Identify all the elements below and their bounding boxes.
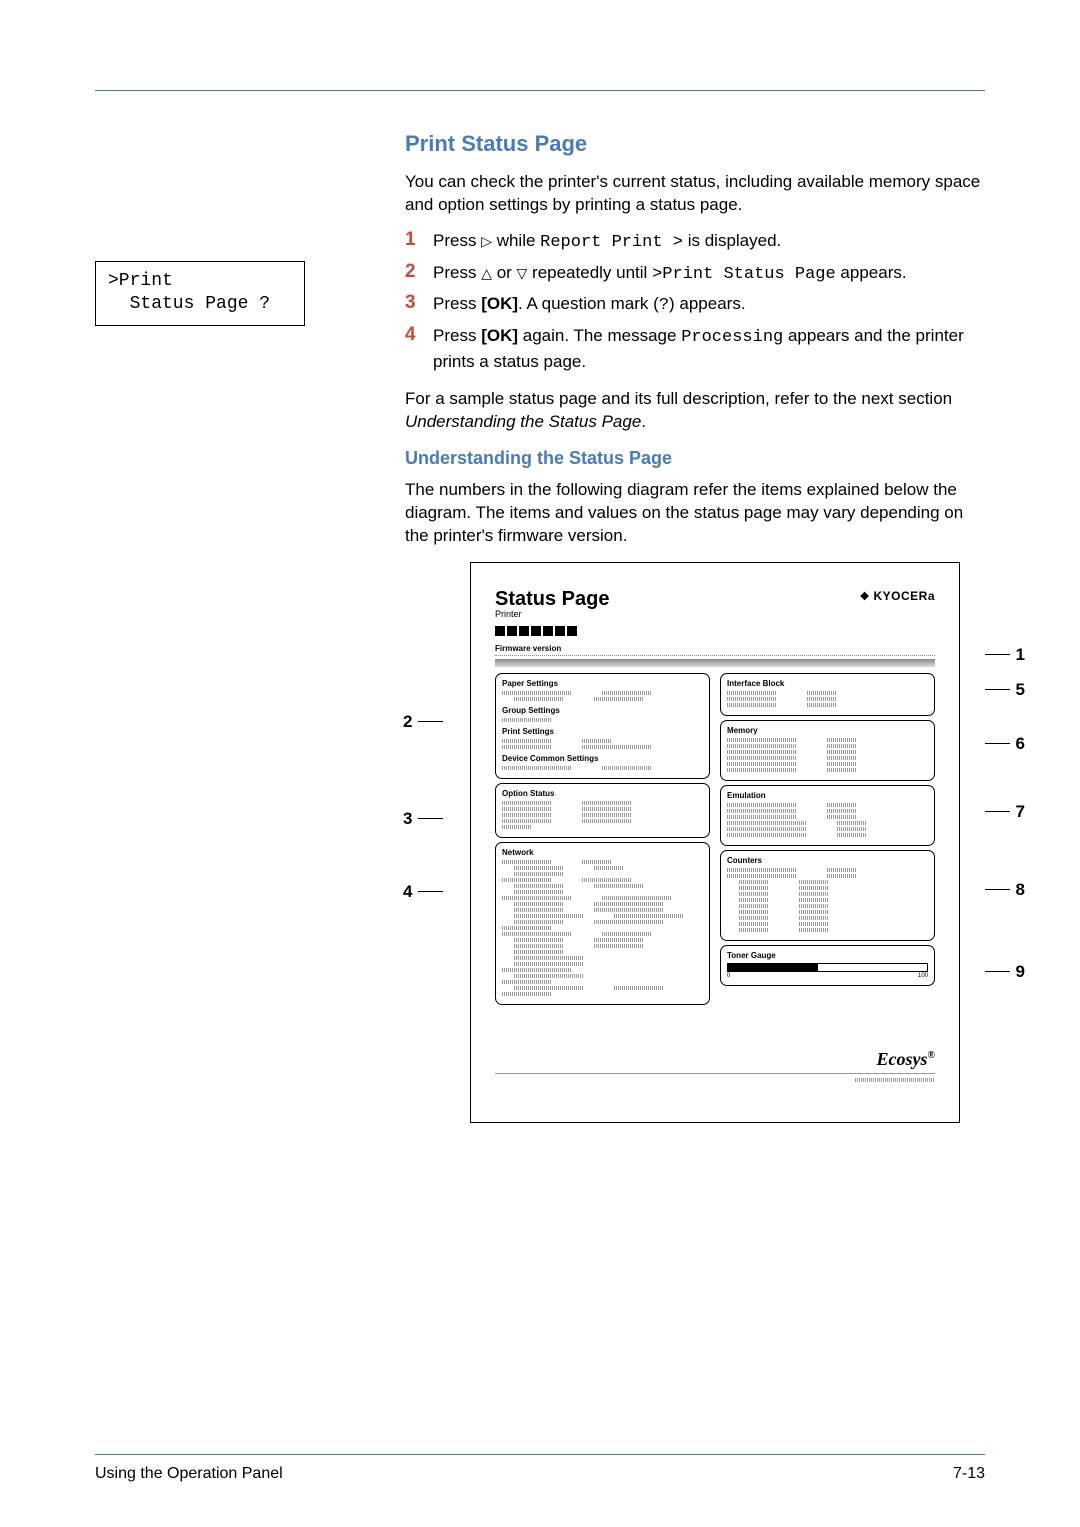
content-area: >Print Status Page ? Print Status Page Y… [95,131,985,1123]
kyocera-logo: KYOCERa [860,589,935,603]
step-3: 3 Press [OK]. A question mark (?) appear… [405,292,985,318]
ecosys-logo: Ecosys® [495,1049,935,1070]
panel-paper-settings: Paper Settings Group Settings Print Sett… [495,673,710,779]
callout-1: 1 [985,645,1025,665]
status-page-diagram: 2 3 4 1 5 6 7 8 9 Status Page Printer KY… [435,562,995,1123]
sp-title: Status Page [495,589,609,609]
step-4: 4 Press [OK] again. The message Processi… [405,324,985,374]
lcd-line-2: Status Page ? [108,293,292,316]
toner-gauge-bar [727,963,928,972]
panel-option-status: Option Status [495,783,710,838]
steps-list: 1 Press while Report Print > is displaye… [405,229,985,374]
step-number: 4 [405,324,433,374]
gray-bar [495,659,935,667]
sub-section-title: Understanding the Status Page [405,448,985,469]
panel-interface-block: Interface Block [720,673,935,716]
right-panels: Interface Block Memory [720,673,935,1009]
panel-columns: Paper Settings Group Settings Print Sett… [495,673,935,1009]
intro-text: You can check the printer's current stat… [405,171,985,217]
step-text: Press [OK] again. The message Processing… [433,324,985,374]
step-text: Press or repeatedly until >Print Status … [433,261,907,287]
left-column: >Print Status Page ? [95,131,375,1123]
sp-header: Status Page Printer KYOCERa [495,589,935,619]
page-footer: Using the Operation Panel 7-13 [95,1454,985,1483]
step-number: 2 [405,261,433,287]
step-number: 1 [405,229,433,255]
right-column: Print Status Page You can check the prin… [375,131,985,1123]
callout-7: 7 [985,802,1025,822]
step-text: Press while Report Print > is displayed. [433,229,781,255]
section-title: Print Status Page [405,131,985,157]
callout-6: 6 [985,734,1025,754]
callout-9: 9 [985,962,1025,982]
callout-4: 4 [403,882,443,902]
callout-5: 5 [985,680,1025,700]
callout-8: 8 [985,880,1025,900]
triangle-right-icon [481,231,492,250]
top-rule [95,90,985,91]
firmware-line: Firmware version [495,644,935,656]
panel-emulation: Emulation [720,785,935,846]
sub-section-body: The numbers in the following diagram ref… [405,479,985,548]
decorative-squares [495,623,935,641]
lcd-line-1: >Print [108,270,292,293]
triangle-down-icon [517,263,528,282]
sp-subtitle: Printer [495,609,609,619]
left-panels: Paper Settings Group Settings Print Sett… [495,673,710,1009]
step-1: 1 Press while Report Print > is displaye… [405,229,985,255]
panel-toner-gauge: Toner Gauge 0100 [720,945,935,986]
lcd-display: >Print Status Page ? [95,261,305,326]
step-text: Press [OK]. A question mark (?) appears. [433,292,746,318]
callout-2: 2 [403,712,443,732]
after-steps-text: For a sample status page and its full de… [405,388,985,434]
footer-left: Using the Operation Panel [95,1465,283,1483]
callout-3: 3 [403,809,443,829]
status-page-sheet: Status Page Printer KYOCERa Firmware ver… [470,562,960,1123]
panel-memory: Memory [720,720,935,781]
panel-counters: Counters [720,850,935,941]
triangle-up-icon [481,263,492,282]
panel-network: Network [495,842,710,1005]
footer-right: 7-13 [953,1465,985,1483]
step-number: 3 [405,292,433,318]
step-2: 2 Press or repeatedly until >Print Statu… [405,261,985,287]
